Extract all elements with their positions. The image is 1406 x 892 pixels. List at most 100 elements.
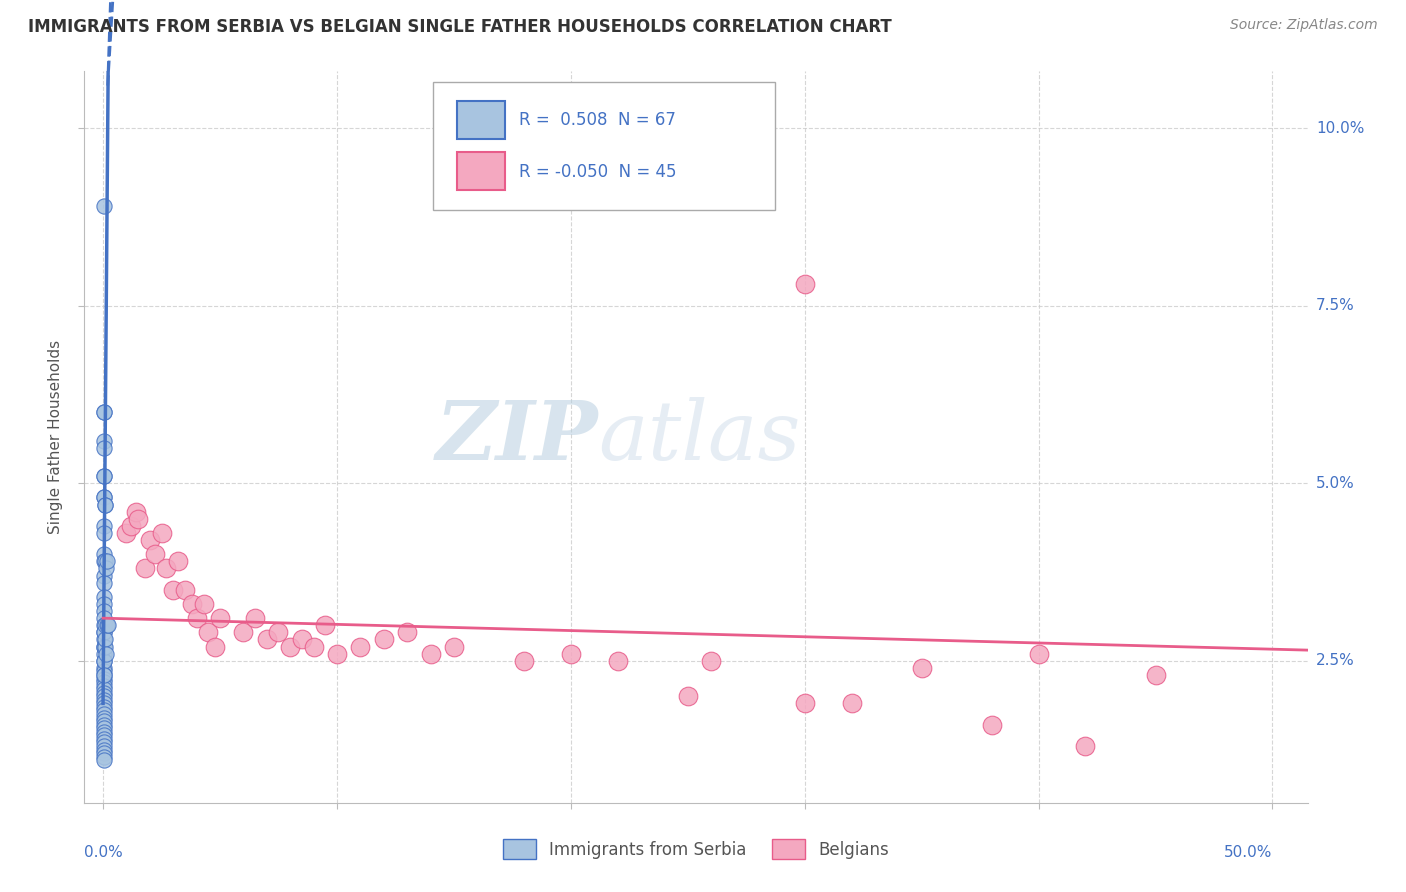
Point [93,611,115,625]
Point [93,697,115,711]
Text: 7.5%: 7.5% [1316,298,1354,313]
Text: Source: ZipAtlas.com: Source: ZipAtlas.com [1230,18,1378,32]
Point [150,525,173,540]
Point [93,441,115,455]
Point [134,561,156,575]
Point [93,625,115,640]
Point [256,632,278,647]
Point [186,611,208,625]
Point [127,512,149,526]
Point [94,647,117,661]
Point [96,618,118,632]
Point [396,625,419,640]
Point [94,498,117,512]
Point [93,704,115,718]
Point [94,561,117,575]
Point [560,647,582,661]
Point [93,675,115,690]
Point [93,724,115,739]
Point [93,491,115,505]
Point [94,618,117,632]
Point [93,668,115,682]
FancyBboxPatch shape [457,152,505,190]
Point [841,697,863,711]
Point [167,554,190,568]
Point [93,568,115,582]
Point [93,735,115,749]
Point [93,640,115,654]
Text: R = -0.050  N = 45: R = -0.050 N = 45 [519,162,676,180]
Point [93,665,115,679]
Point [93,690,115,704]
Point [373,632,395,647]
Point [94,640,117,654]
Point [93,693,115,707]
Point [93,199,115,213]
Point [93,491,115,505]
Point [93,469,115,483]
Point [204,640,226,654]
Text: 10.0%: 10.0% [1316,120,1364,136]
Point [700,654,723,668]
Point [115,525,138,540]
Point [139,533,162,547]
Point [93,647,115,661]
Point [193,597,215,611]
Point [291,632,314,647]
Point [93,672,115,686]
Point [93,597,115,611]
Point [419,647,441,661]
Point [93,469,115,483]
Point [94,632,117,647]
Point [93,604,115,618]
Point [980,717,1002,731]
Y-axis label: Single Father Households: Single Father Households [48,340,63,534]
Point [232,625,254,640]
Point [97,618,120,632]
Point [1028,647,1050,661]
Point [93,717,115,731]
Point [93,749,115,764]
Point [93,682,115,697]
Point [181,597,204,611]
Point [93,668,115,682]
Point [93,706,115,721]
Point [96,554,118,568]
Point [93,710,115,724]
Text: R =  0.508  N = 67: R = 0.508 N = 67 [519,112,675,129]
Point [93,753,115,767]
Point [93,575,115,590]
Legend: Immigrants from Serbia, Belgians: Immigrants from Serbia, Belgians [495,830,897,868]
Text: 5.0%: 5.0% [1316,475,1354,491]
FancyBboxPatch shape [433,82,776,211]
Text: 0.0%: 0.0% [84,846,124,861]
Point [93,640,115,654]
Text: ZIP: ZIP [436,397,598,477]
Point [267,625,290,640]
Point [93,679,115,693]
Point [125,505,148,519]
Point [93,519,115,533]
Point [93,728,115,742]
Point [93,746,115,760]
Point [326,647,349,661]
Point [93,525,115,540]
Point [155,561,177,575]
Point [94,554,117,568]
Point [93,714,115,728]
Point [143,547,166,561]
Point [302,640,325,654]
Text: 2.5%: 2.5% [1316,653,1354,668]
Text: atlas: atlas [598,397,800,477]
Point [349,640,371,654]
Point [197,625,219,640]
Point [93,654,115,668]
Point [93,700,115,714]
Point [93,739,115,753]
Point [208,611,231,625]
Point [793,697,815,711]
Point [314,618,336,632]
Point [1074,739,1097,753]
Point [243,611,266,625]
Text: 50.0%: 50.0% [1225,846,1272,861]
